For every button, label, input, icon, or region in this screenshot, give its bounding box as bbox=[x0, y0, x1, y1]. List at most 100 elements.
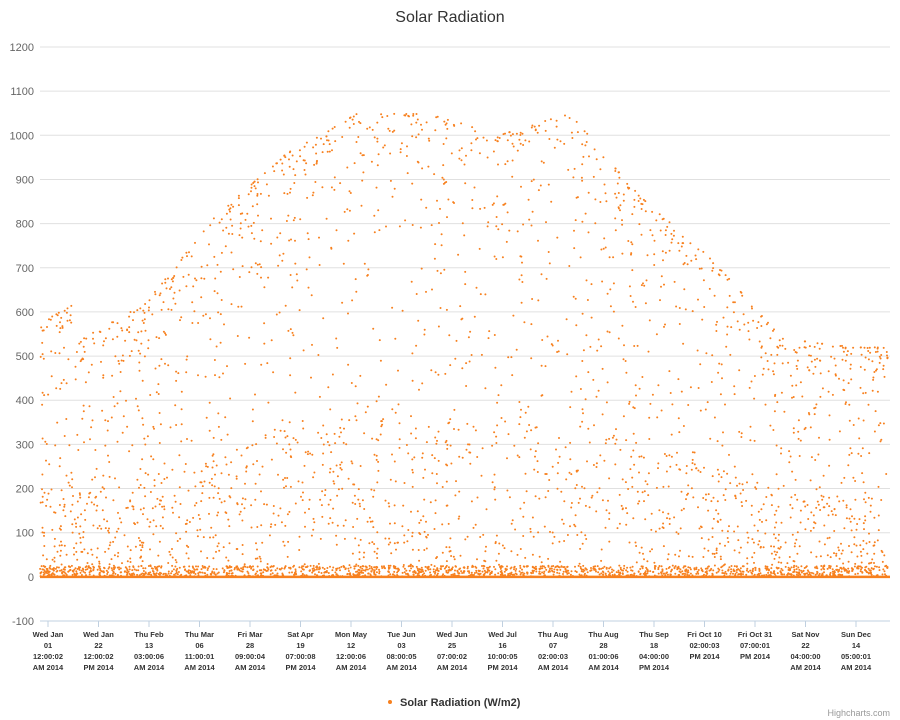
data-point[interactable] bbox=[467, 443, 469, 446]
data-point[interactable] bbox=[873, 552, 876, 555]
data-point[interactable] bbox=[722, 431, 724, 434]
data-point[interactable] bbox=[581, 408, 584, 411]
data-point[interactable] bbox=[421, 382, 424, 385]
data-point[interactable] bbox=[387, 127, 390, 130]
data-point[interactable] bbox=[566, 572, 569, 575]
data-point[interactable] bbox=[136, 521, 139, 524]
data-point[interactable] bbox=[351, 462, 354, 465]
data-point[interactable] bbox=[208, 565, 211, 568]
data-point[interactable] bbox=[485, 508, 488, 511]
data-point[interactable] bbox=[716, 440, 719, 443]
data-point[interactable] bbox=[195, 568, 198, 571]
data-point[interactable] bbox=[297, 480, 300, 483]
data-point[interactable] bbox=[525, 430, 528, 433]
data-point[interactable] bbox=[250, 190, 252, 193]
data-point[interactable] bbox=[117, 360, 120, 362]
data-point[interactable] bbox=[741, 565, 744, 568]
data-point[interactable] bbox=[371, 128, 374, 131]
data-point[interactable] bbox=[635, 545, 638, 547]
data-point[interactable] bbox=[465, 154, 467, 157]
data-point[interactable] bbox=[682, 572, 685, 575]
data-point[interactable] bbox=[384, 499, 387, 502]
data-point[interactable] bbox=[431, 288, 433, 291]
data-point[interactable] bbox=[180, 259, 183, 261]
data-point[interactable] bbox=[343, 210, 346, 213]
data-point[interactable] bbox=[250, 183, 253, 186]
data-point[interactable] bbox=[80, 574, 83, 576]
data-point[interactable] bbox=[173, 494, 176, 497]
data-point[interactable] bbox=[440, 233, 443, 236]
data-point[interactable] bbox=[634, 384, 637, 387]
data-point[interactable] bbox=[274, 523, 277, 526]
data-point[interactable] bbox=[370, 570, 373, 573]
data-point[interactable] bbox=[225, 463, 228, 466]
data-point[interactable] bbox=[227, 473, 230, 476]
data-point[interactable] bbox=[256, 565, 259, 568]
data-point[interactable] bbox=[330, 247, 333, 250]
data-point[interactable] bbox=[795, 384, 798, 387]
data-point[interactable] bbox=[704, 408, 707, 411]
data-point[interactable] bbox=[453, 572, 456, 575]
data-point[interactable] bbox=[54, 511, 57, 514]
data-point[interactable] bbox=[47, 393, 50, 396]
data-point[interactable] bbox=[94, 496, 97, 499]
data-point[interactable] bbox=[718, 362, 721, 365]
data-point[interactable] bbox=[640, 208, 643, 210]
data-point[interactable] bbox=[858, 565, 861, 568]
data-point[interactable] bbox=[733, 385, 736, 388]
data-point[interactable] bbox=[268, 534, 271, 537]
data-point[interactable] bbox=[372, 327, 375, 330]
data-point[interactable] bbox=[212, 568, 215, 570]
data-point[interactable] bbox=[248, 566, 251, 568]
data-point[interactable] bbox=[411, 182, 414, 185]
data-point[interactable] bbox=[174, 559, 177, 561]
data-point[interactable] bbox=[812, 514, 815, 517]
data-point[interactable] bbox=[592, 175, 595, 178]
data-point[interactable] bbox=[285, 485, 287, 488]
data-point[interactable] bbox=[484, 550, 487, 553]
data-point[interactable] bbox=[869, 569, 872, 572]
data-point[interactable] bbox=[393, 129, 396, 132]
data-point[interactable] bbox=[795, 573, 798, 576]
data-point[interactable] bbox=[564, 570, 567, 573]
data-point[interactable] bbox=[632, 449, 635, 452]
data-point[interactable] bbox=[359, 122, 362, 125]
data-point[interactable] bbox=[102, 474, 105, 477]
data-point[interactable] bbox=[497, 552, 500, 555]
data-point[interactable] bbox=[434, 129, 437, 132]
data-point[interactable] bbox=[863, 346, 866, 349]
data-point[interactable] bbox=[47, 571, 50, 574]
data-point[interactable] bbox=[712, 262, 715, 265]
data-point[interactable] bbox=[282, 540, 285, 543]
data-point[interactable] bbox=[121, 329, 124, 332]
data-point[interactable] bbox=[402, 564, 405, 566]
data-point[interactable] bbox=[792, 431, 795, 434]
data-point[interactable] bbox=[439, 207, 441, 210]
data-point[interactable] bbox=[427, 533, 429, 536]
data-point[interactable] bbox=[750, 513, 753, 516]
data-point[interactable] bbox=[82, 536, 85, 539]
data-point[interactable] bbox=[840, 481, 843, 484]
data-point[interactable] bbox=[716, 500, 719, 503]
data-point[interactable] bbox=[200, 296, 203, 299]
data-point[interactable] bbox=[722, 316, 725, 319]
data-point[interactable] bbox=[740, 501, 743, 504]
data-point[interactable] bbox=[41, 488, 43, 491]
data-point[interactable] bbox=[375, 400, 378, 403]
data-point[interactable] bbox=[608, 477, 611, 480]
data-point[interactable] bbox=[611, 574, 614, 576]
data-point[interactable] bbox=[132, 508, 135, 511]
data-point[interactable] bbox=[724, 488, 727, 491]
data-point[interactable] bbox=[333, 188, 336, 191]
data-point[interactable] bbox=[425, 121, 428, 124]
data-point[interactable] bbox=[360, 204, 363, 207]
data-point[interactable] bbox=[233, 568, 236, 571]
data-point[interactable] bbox=[657, 568, 660, 571]
data-point[interactable] bbox=[484, 387, 487, 390]
data-point[interactable] bbox=[536, 471, 539, 473]
data-point[interactable] bbox=[668, 221, 671, 224]
data-point[interactable] bbox=[655, 333, 658, 336]
data-point[interactable] bbox=[128, 565, 131, 568]
data-point[interactable] bbox=[686, 263, 689, 266]
data-point[interactable] bbox=[797, 430, 800, 433]
